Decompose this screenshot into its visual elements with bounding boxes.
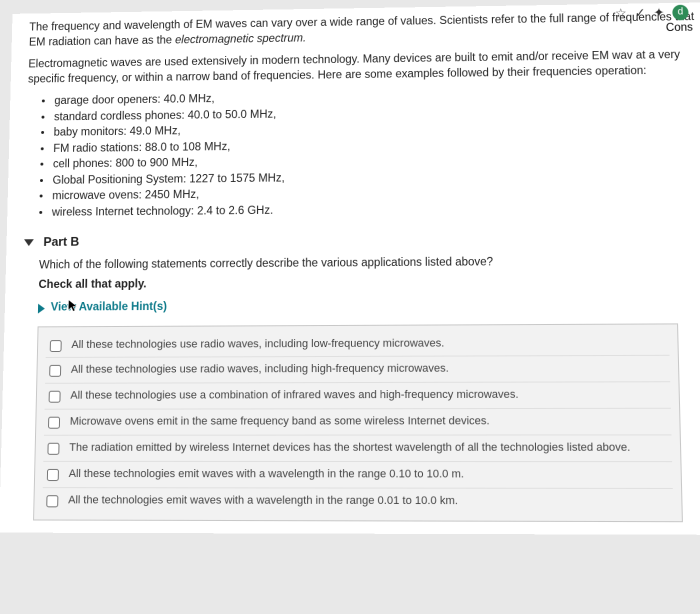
- option-row[interactable]: All these technologies use a combination…: [45, 382, 671, 409]
- question-block: Which of the following statements correc…: [38, 254, 700, 316]
- option-checkbox[interactable]: [49, 391, 61, 403]
- option-row[interactable]: All these technologies emit waves with a…: [43, 461, 673, 488]
- browser-toolbar: ☆ ✓ ✦ d: [615, 5, 689, 22]
- option-checkbox[interactable]: [49, 365, 61, 377]
- option-checkbox[interactable]: [48, 417, 60, 429]
- option-label: All these technologies use a combination…: [70, 388, 518, 404]
- option-row[interactable]: All these technologies use radio waves, …: [45, 355, 670, 383]
- question-text: Which of the following statements correc…: [39, 254, 700, 274]
- option-label: All these technologies use radio waves, …: [71, 336, 444, 352]
- chevron-right-icon: [38, 304, 45, 314]
- truncated-header-text: Cons: [666, 22, 693, 34]
- check-icon[interactable]: ✓: [634, 5, 645, 21]
- option-row[interactable]: The radiation emitted by wireless Intern…: [43, 434, 672, 461]
- intro-p2: Electromagnetic waves are used extensive…: [28, 48, 700, 87]
- content-page: The frequency and wavelength of EM waves…: [0, 2, 700, 534]
- option-row[interactable]: Microwave ovens emit in the same frequen…: [44, 408, 672, 435]
- option-label: All the technologies emit waves with a w…: [68, 493, 458, 509]
- bookmark-star-icon[interactable]: ☆: [615, 6, 627, 22]
- option-checkbox[interactable]: [47, 469, 59, 481]
- option-label: Microwave ovens emit in the same frequen…: [70, 414, 490, 429]
- view-hints-button[interactable]: View Available Hint(s): [38, 297, 700, 316]
- intro-em: electromagnetic spectrum.: [175, 32, 306, 45]
- option-checkbox[interactable]: [46, 495, 58, 507]
- intro-text: The frequency and wavelength of EM waves…: [28, 10, 700, 87]
- part-title: Part B: [43, 234, 79, 251]
- intro-p1a: The frequency and wavelength of EM waves…: [29, 11, 694, 48]
- chevron-down-icon: [24, 239, 34, 246]
- avatar[interactable]: d: [672, 5, 688, 21]
- frequency-list: garage door openers: 40.0 MHz, standard …: [52, 86, 700, 221]
- extension-icon[interactable]: ✦: [653, 5, 664, 21]
- option-label: All these technologies use radio waves, …: [71, 362, 449, 378]
- option-label: The radiation emitted by wireless Intern…: [69, 441, 630, 456]
- option-row[interactable]: All the technologies emit waves with a w…: [42, 487, 673, 515]
- option-checkbox[interactable]: [50, 340, 62, 352]
- hints-label: View Available Hint(s): [51, 300, 167, 316]
- part-b-header[interactable]: Part B: [24, 229, 700, 251]
- options-box: All these technologies use radio waves, …: [33, 323, 683, 522]
- option-label: All these technologies emit waves with a…: [69, 467, 464, 482]
- option-checkbox[interactable]: [47, 443, 59, 455]
- check-all-text: Check all that apply.: [38, 273, 700, 293]
- option-row[interactable]: All these technologies use radio waves, …: [46, 330, 670, 357]
